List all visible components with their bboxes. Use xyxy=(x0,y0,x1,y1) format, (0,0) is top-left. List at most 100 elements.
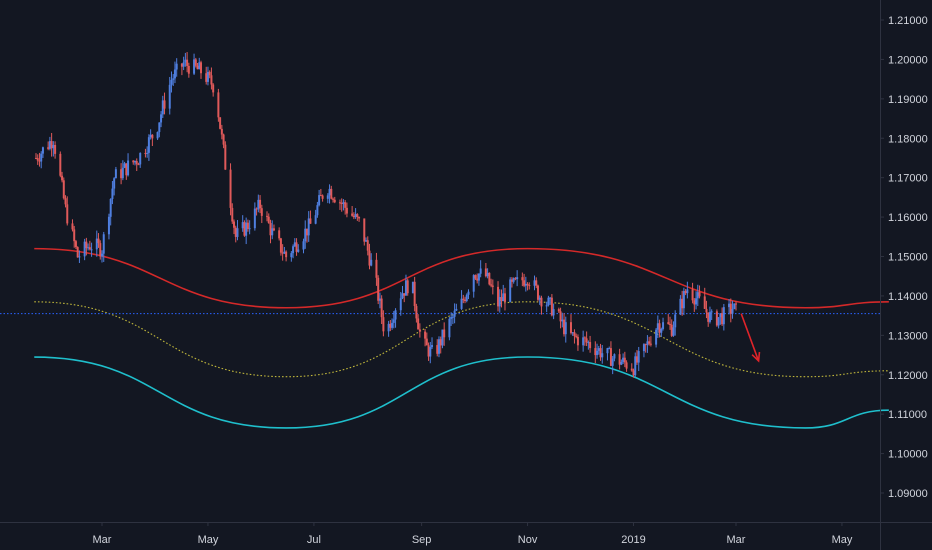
candle-body xyxy=(441,329,444,346)
candle-body xyxy=(484,268,487,277)
wave-overlays xyxy=(34,247,889,429)
candle-body xyxy=(352,215,355,218)
candle-body xyxy=(672,327,675,336)
candle-body xyxy=(47,147,50,149)
candle-body xyxy=(41,147,44,154)
candle-body xyxy=(509,279,512,302)
candle-body xyxy=(283,251,286,254)
y-tick-label: 1.13000 xyxy=(888,330,928,342)
candle-body xyxy=(54,144,57,154)
candle-body xyxy=(486,272,489,277)
candle-body xyxy=(682,291,685,309)
candle-body xyxy=(229,169,232,208)
candle-body xyxy=(344,202,347,208)
candle-body xyxy=(490,284,493,286)
candle-body xyxy=(257,199,260,210)
candle-body xyxy=(345,207,348,214)
candle-body xyxy=(121,167,124,179)
candle-body xyxy=(382,317,385,332)
candle-body xyxy=(316,205,319,216)
candle-body xyxy=(667,322,670,324)
candle-body xyxy=(66,204,69,224)
candle-body xyxy=(375,259,378,278)
candle-body xyxy=(366,240,369,251)
candle-body xyxy=(233,221,236,228)
candle-body xyxy=(78,256,81,258)
candle-body xyxy=(368,250,371,266)
candle-body xyxy=(427,345,430,357)
candle-body xyxy=(260,208,263,216)
candle-body xyxy=(583,337,586,339)
candle-body xyxy=(297,249,300,252)
y-tick-label: 1.17000 xyxy=(888,173,928,185)
candle-body xyxy=(378,298,381,301)
candle-body xyxy=(404,280,407,296)
candle-body xyxy=(147,137,150,153)
candle-body xyxy=(474,275,477,279)
candle-body xyxy=(370,259,373,266)
candle-body xyxy=(234,227,237,237)
candle-body xyxy=(326,195,329,199)
candle-body xyxy=(198,62,201,70)
candle-body xyxy=(120,169,123,179)
candle-body xyxy=(571,332,574,334)
candle-body xyxy=(488,272,491,285)
candle-body xyxy=(589,342,592,349)
candle-body xyxy=(557,309,560,312)
candle-body xyxy=(403,293,406,296)
x-tick-label: May xyxy=(198,534,219,546)
candle-body xyxy=(293,242,296,247)
candle-body xyxy=(48,141,51,149)
candle-body xyxy=(170,79,173,85)
candle-body xyxy=(415,306,418,319)
candle-body xyxy=(392,319,395,323)
candle-body xyxy=(173,69,176,79)
candle-body xyxy=(660,328,663,333)
candle-body xyxy=(266,215,269,217)
candle-body xyxy=(523,280,526,286)
candle-body xyxy=(538,297,541,300)
candle-body xyxy=(123,163,126,168)
candle-body xyxy=(609,348,612,366)
candle-body xyxy=(394,310,397,320)
candle-body xyxy=(356,214,359,217)
candle-body xyxy=(599,348,602,358)
candle-body xyxy=(137,164,140,166)
candle-body xyxy=(365,240,368,242)
candle-body xyxy=(248,228,251,230)
candle-body xyxy=(158,122,161,133)
candle-body xyxy=(450,317,453,319)
candle-body xyxy=(436,345,439,354)
candle-body xyxy=(498,297,501,307)
candle-body xyxy=(328,188,331,196)
candle-body xyxy=(476,278,479,281)
candle-body xyxy=(76,247,79,258)
candle-body xyxy=(411,281,414,294)
candle-body xyxy=(429,347,432,357)
candle-body xyxy=(307,218,310,236)
candle-body xyxy=(549,297,552,299)
candle-body xyxy=(497,286,500,307)
candle-body xyxy=(319,195,322,197)
candle-body xyxy=(681,298,684,309)
candle-body xyxy=(684,291,687,294)
candle-body xyxy=(241,222,244,229)
x-tick-label: Nov xyxy=(518,534,538,546)
candle-body xyxy=(59,153,62,176)
candle-body xyxy=(281,252,284,254)
candle-body xyxy=(196,65,199,70)
candle-body xyxy=(52,144,55,149)
candle-body xyxy=(622,357,625,362)
candle-body xyxy=(134,160,137,163)
candle-body xyxy=(705,308,708,313)
candle-body xyxy=(95,238,98,250)
candle-body xyxy=(193,59,196,74)
candle-body xyxy=(333,199,336,203)
candle-body xyxy=(36,158,39,161)
candle-body xyxy=(401,293,404,299)
candle-body xyxy=(707,312,710,322)
x-tick-label: Mar xyxy=(727,534,746,546)
candle-body xyxy=(253,208,256,229)
